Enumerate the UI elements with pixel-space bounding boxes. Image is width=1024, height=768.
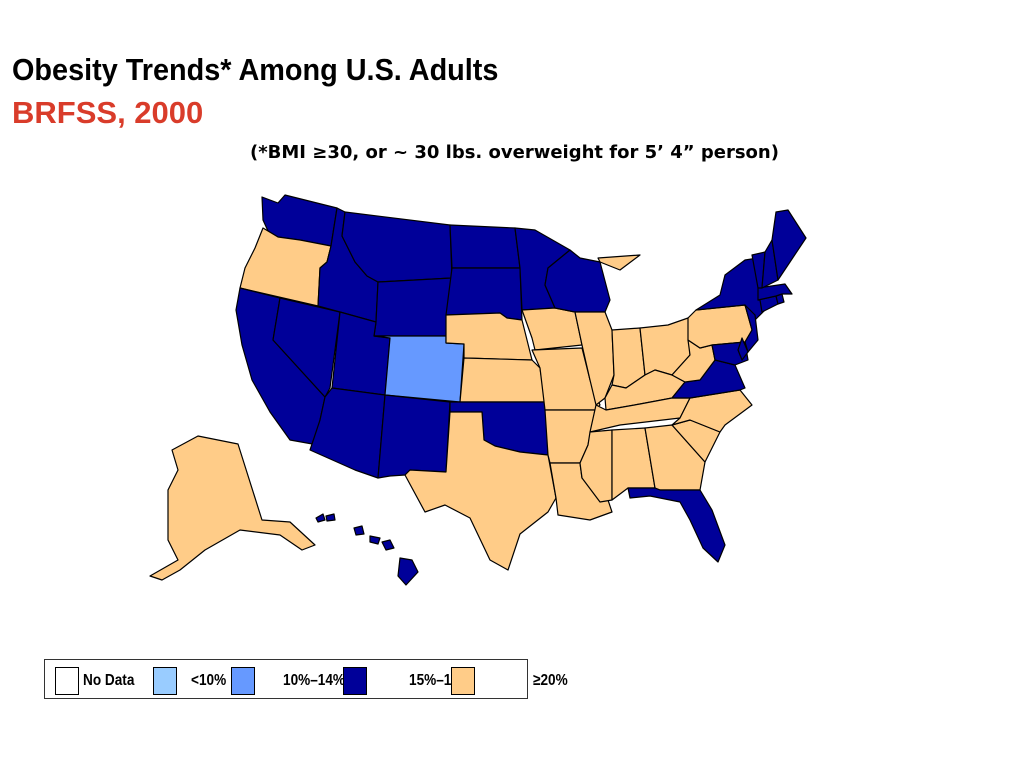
state-new-mexico[interactable]	[377, 394, 451, 479]
page-subtitle: BRFSS, 2000	[12, 95, 204, 130]
legend-swatch-2	[231, 667, 255, 695]
state-texas[interactable]	[404, 411, 557, 571]
bmi-note: (*BMI ≥30, or ~ 30 lbs. overweight for 5…	[250, 142, 779, 163]
state-wisconsin[interactable]	[544, 249, 611, 313]
legend-swatch-1	[153, 667, 177, 695]
state-alaska[interactable]	[149, 435, 316, 581]
page-title: Obesity Trends* Among U.S. Adults	[12, 52, 499, 87]
legend-label-1: <10%	[191, 672, 227, 689]
legend-swatch-4	[451, 667, 475, 695]
legend-label-2: 10%–14%	[283, 672, 346, 689]
state-florida[interactable]	[627, 487, 726, 563]
state-south-dakota[interactable]	[445, 267, 523, 321]
state-maine[interactable]	[771, 209, 807, 281]
state-massachusetts[interactable]	[757, 283, 793, 301]
legend-label-0: No Data	[83, 672, 135, 689]
state-delaware[interactable]	[737, 337, 749, 361]
legend-label-4: ≥20%	[533, 672, 568, 689]
state-michigan[interactable]	[597, 254, 641, 271]
legend: No Data <10% 10%–14% 15%–19% ≥20%	[44, 659, 568, 699]
state-iowa[interactable]	[521, 307, 583, 351]
legend-swatch-3	[343, 667, 367, 695]
legend-swatch-0	[55, 667, 79, 695]
state-wyoming[interactable]	[373, 277, 453, 337]
state-kansas[interactable]	[459, 357, 546, 403]
state-north-dakota[interactable]	[449, 224, 521, 269]
state-hawaii[interactable]	[315, 513, 419, 586]
